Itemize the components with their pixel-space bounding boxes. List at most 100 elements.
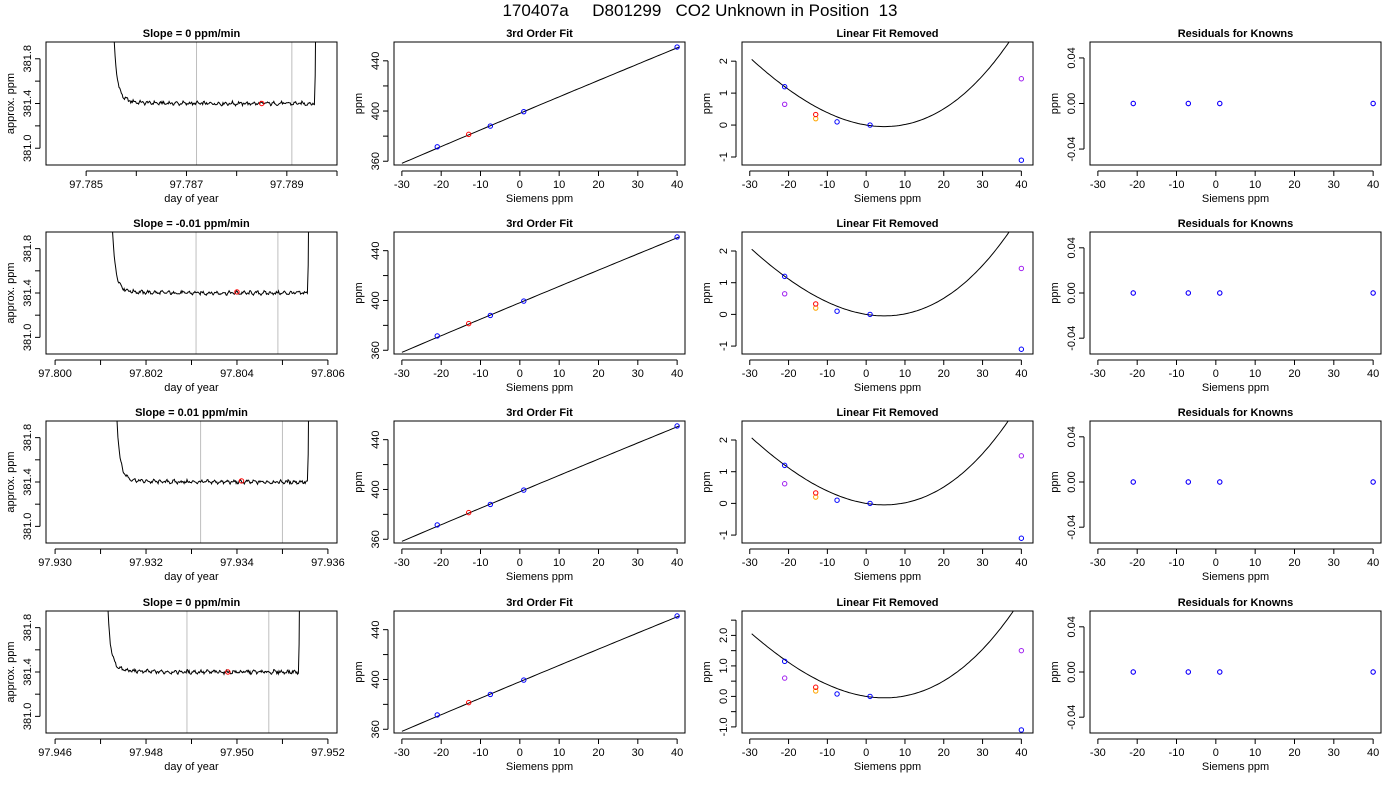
y-tick-label: 2: [718, 437, 730, 443]
magenta-point: [1018, 453, 1025, 459]
y-tick-label: 381.8: [22, 424, 34, 452]
known-standard-point: [1018, 727, 1025, 733]
x-axis-title: day of year: [164, 761, 219, 773]
residual-point: [1185, 669, 1192, 675]
x-axis-title: Siemens ppm: [854, 193, 921, 205]
known-standard-point: [834, 497, 840, 503]
y-axis-title: ppm: [1049, 93, 1061, 114]
x-tick-label: 10: [899, 557, 911, 569]
known-standard-point: [434, 522, 440, 528]
y-tick-label: 440: [370, 430, 382, 448]
y-tick-label: 0: [718, 311, 730, 317]
x-tick-label: 10: [553, 557, 565, 569]
x-tick-label: -10: [819, 557, 835, 569]
x-tick-label: 97.789: [270, 179, 304, 191]
x-tick-label: 20: [938, 179, 950, 191]
y-tick-label: 381.8: [22, 235, 34, 263]
magenta-point: [1018, 76, 1025, 82]
x-tick-label: 30: [1328, 747, 1340, 759]
x-axis-title: day of year: [164, 193, 219, 205]
x-axis-title: Siemens ppm: [506, 761, 573, 773]
residual-point: [1185, 290, 1192, 296]
residual-point: [1217, 290, 1223, 296]
magenta-point: [1018, 265, 1025, 272]
trace-line: [113, 42, 316, 108]
panel-title: 3rd Order Fit: [506, 28, 573, 40]
x-tick-label: -30: [394, 368, 410, 380]
known-standard-point: [781, 273, 788, 280]
panel-row1-fit: 3rd Order Fit -30 -20 -10 0 10 20 30 40 Siemens p…: [353, 28, 686, 205]
y-axis-title: ppm: [353, 471, 365, 492]
x-tick-label: -10: [1169, 368, 1185, 380]
x-tick-label: 20: [592, 179, 604, 191]
y-tick-label: 0: [718, 500, 730, 506]
x-tick-label: 20: [592, 368, 604, 380]
x-tick-label: 30: [1328, 557, 1340, 569]
x-tick-label: 97.806: [311, 368, 345, 380]
x-tick-label: 97.930: [38, 557, 72, 569]
plot-frame: [393, 41, 686, 166]
x-tick-label: 0: [517, 368, 523, 380]
known-standard-point: [1018, 535, 1025, 541]
panel-title: Slope = 0.01 ppm/min: [135, 407, 248, 419]
x-tick-label: 20: [1288, 368, 1300, 380]
x-tick-label: 10: [553, 179, 565, 191]
magenta-point: [781, 291, 788, 297]
residual-point: [1370, 669, 1376, 675]
y-tick-label: 381.8: [22, 614, 34, 642]
x-tick-label: 10: [1249, 179, 1261, 191]
known-standard-point: [867, 122, 873, 128]
residual-point: [1370, 100, 1376, 107]
known-standard-point: [674, 234, 680, 240]
x-tick-label: 20: [938, 368, 950, 380]
panel-title: Residuals for Knowns: [1178, 218, 1294, 230]
x-tick-label: 30: [976, 557, 988, 569]
x-tick-label: -10: [473, 179, 489, 191]
known-standard-point: [434, 144, 440, 150]
x-tick-label: 20: [592, 557, 604, 569]
unknown-sample-point: [466, 320, 472, 327]
known-standard-point: [781, 462, 788, 469]
x-tick-label: 10: [553, 747, 565, 759]
x-tick-label: -10: [473, 747, 489, 759]
x-tick-label: -20: [1129, 368, 1145, 380]
plot-frame: [1089, 420, 1382, 544]
x-axis-title: Siemens ppm: [1202, 382, 1269, 394]
unknown-sample-point: [225, 669, 231, 675]
magenta-point: [781, 481, 788, 487]
x-tick-label: 0: [863, 179, 869, 191]
cubic-curve: [751, 232, 1010, 317]
plot-frame: [45, 420, 338, 544]
known-standard-point: [521, 108, 527, 115]
x-tick-label: -20: [433, 557, 449, 569]
residual-point: [1217, 479, 1223, 485]
x-tick-label: 20: [592, 747, 604, 759]
x-tick-label: -30: [1090, 179, 1106, 191]
x-tick-label: 97.800: [38, 368, 72, 380]
x-tick-label: 10: [1249, 747, 1261, 759]
panel-row1-linear-removed: Linear Fit Removed-30 -20 -10 0 10 20 30 40Siem…: [701, 28, 1034, 205]
residual-point: [1130, 479, 1136, 485]
panel-title: Slope = 0 ppm/min: [143, 28, 241, 40]
panel-title: 3rd Order Fit: [506, 407, 573, 419]
x-tick-label: -30: [1090, 557, 1106, 569]
y-tick-label: -0.04: [1066, 705, 1078, 730]
x-tick-label: 40: [1015, 557, 1027, 569]
y-tick-label: 2.0: [718, 628, 730, 643]
plot-frame: [741, 420, 1034, 544]
x-tick-label: -30: [394, 179, 410, 191]
x-axis-title: Siemens ppm: [854, 571, 921, 583]
panel-row2-fit: 3rd Order Fit -30 -20 -10 0 10 20 30 40 Siemens p…: [353, 218, 686, 394]
x-tick-label: 97.934: [220, 557, 254, 569]
plot-frame: [1089, 231, 1382, 355]
panel-row4-linear-removed: Linear Fit Removed -30 -20 -10 0 10 20 30 40 Siem…: [701, 597, 1034, 773]
x-tick-label: 30: [632, 747, 644, 759]
known-standard-point: [867, 500, 873, 507]
panel-title: Slope = 0 ppm/min: [143, 597, 241, 609]
panel-row1-time-series: Slope = 0 ppm/min 97.785 97.787 97.789 day o…: [5, 28, 338, 205]
x-tick-label: 10: [899, 368, 911, 380]
known-standard-point: [674, 613, 680, 619]
y-tick-label: 1.0: [718, 658, 730, 673]
x-tick-label: 30: [1328, 179, 1340, 191]
